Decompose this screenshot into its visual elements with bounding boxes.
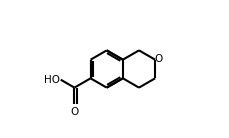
Text: O: O: [153, 54, 162, 64]
Text: O: O: [70, 107, 78, 117]
Text: HO: HO: [44, 75, 59, 85]
